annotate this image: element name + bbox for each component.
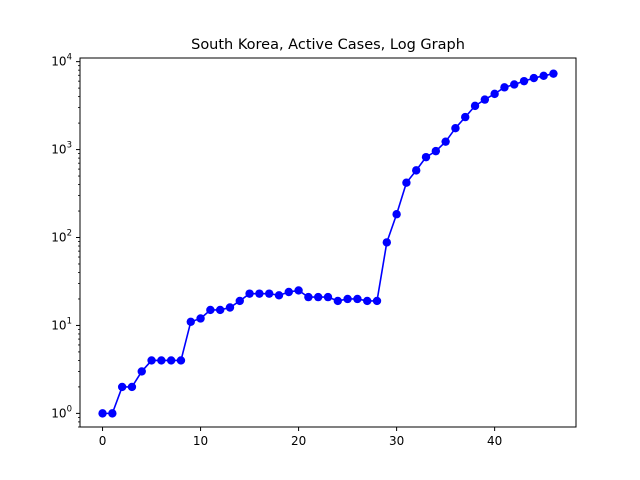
data-point bbox=[412, 166, 421, 175]
x-tick-label: 40 bbox=[487, 434, 502, 448]
data-point bbox=[549, 69, 558, 78]
data-point bbox=[490, 89, 499, 99]
data-point bbox=[264, 289, 274, 298]
data-point bbox=[147, 356, 156, 365]
data-point bbox=[176, 356, 186, 365]
chart-title: South Korea, Active Cases, Log Graph bbox=[191, 37, 465, 53]
data-point bbox=[343, 294, 352, 304]
data-point bbox=[225, 303, 235, 312]
y-tick-base: 10 bbox=[51, 318, 66, 332]
data-point bbox=[294, 286, 303, 295]
data-point bbox=[117, 382, 127, 392]
data-point bbox=[245, 289, 254, 298]
data-point bbox=[98, 409, 107, 418]
data-point bbox=[529, 73, 539, 83]
data-point bbox=[500, 83, 509, 92]
data-point bbox=[470, 101, 480, 111]
y-tick-exponent: 0 bbox=[67, 404, 72, 414]
x-tick-label: 10 bbox=[193, 434, 208, 448]
y-tick-exponent: 2 bbox=[67, 229, 72, 239]
y-tick-base: 10 bbox=[51, 231, 66, 245]
y-tick-base: 10 bbox=[51, 55, 66, 69]
data-point bbox=[196, 314, 205, 323]
data-point bbox=[382, 238, 392, 247]
data-point bbox=[431, 146, 441, 156]
y-tick-label: 102 bbox=[51, 229, 72, 245]
data-point bbox=[539, 71, 548, 81]
data-point bbox=[451, 124, 460, 133]
data-point bbox=[353, 294, 362, 304]
data-point bbox=[166, 356, 176, 365]
data-point bbox=[323, 292, 333, 302]
x-axis: 0 10 20 30 40 bbox=[99, 427, 502, 448]
x-tick-label: 20 bbox=[291, 434, 306, 448]
data-point bbox=[392, 210, 401, 219]
data-point bbox=[304, 292, 313, 302]
data-point bbox=[235, 296, 244, 306]
data-point bbox=[402, 178, 411, 187]
data-point bbox=[372, 296, 382, 306]
y-tick-label: 100 bbox=[51, 404, 72, 420]
y-tick-label: 103 bbox=[51, 141, 72, 157]
y-tick-exponent: 4 bbox=[67, 53, 72, 63]
y-tick-label: 101 bbox=[51, 316, 72, 332]
data-point bbox=[363, 296, 372, 306]
data-point bbox=[274, 291, 284, 300]
data-point bbox=[127, 382, 137, 392]
y-tick-base: 10 bbox=[51, 406, 66, 420]
y-tick-label: 104 bbox=[51, 53, 72, 69]
data-point bbox=[510, 80, 519, 89]
data-point bbox=[255, 289, 264, 298]
y-tick-exponent: 3 bbox=[67, 141, 72, 151]
data-point bbox=[206, 305, 215, 315]
axes-frame bbox=[79, 57, 577, 428]
data-point bbox=[441, 137, 450, 146]
data-point bbox=[186, 317, 195, 326]
data-point bbox=[108, 409, 117, 418]
data-point bbox=[461, 112, 470, 122]
data-point bbox=[333, 296, 342, 306]
data-point bbox=[157, 356, 166, 365]
data-point bbox=[314, 292, 323, 302]
data-point bbox=[480, 95, 490, 104]
data-point bbox=[137, 367, 146, 376]
data-point bbox=[421, 152, 431, 162]
data-point bbox=[519, 76, 529, 86]
data-point bbox=[284, 287, 293, 297]
x-tick-label: 0 bbox=[99, 434, 107, 448]
data-point bbox=[215, 305, 225, 315]
plot-markers bbox=[98, 69, 558, 418]
x-tick-label: 30 bbox=[389, 434, 404, 448]
y-tick-base: 10 bbox=[51, 143, 66, 157]
y-tick-exponent: 1 bbox=[67, 316, 72, 326]
